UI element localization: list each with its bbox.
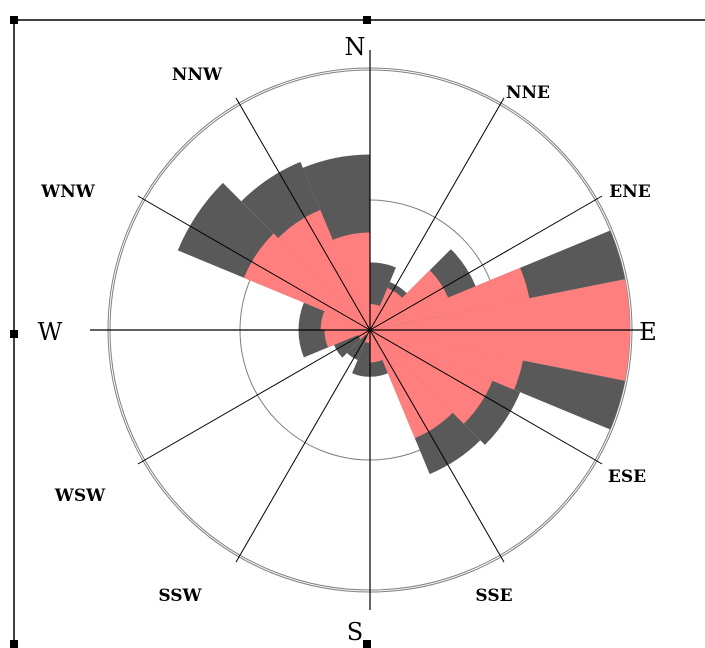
series-1-sector-8 bbox=[370, 330, 383, 363]
label-ene: ENE bbox=[609, 182, 650, 202]
spoke-WSW bbox=[137, 329, 371, 465]
label-wnw: WNW bbox=[40, 182, 96, 202]
spoke-SSE bbox=[369, 329, 505, 563]
label-ese: ESE bbox=[608, 467, 646, 487]
chart-frame bbox=[10, 16, 705, 648]
series-1-sector-15 bbox=[278, 209, 370, 330]
label-ssw: SSW bbox=[158, 586, 202, 606]
spoke-SSW bbox=[235, 329, 371, 563]
series-1-sector-1 bbox=[370, 288, 403, 330]
spoke-WNW bbox=[137, 195, 371, 331]
label-wsw: WSW bbox=[54, 486, 106, 506]
series-1-sector-14 bbox=[243, 233, 370, 330]
spoke-NNW bbox=[235, 97, 371, 331]
label-n: N bbox=[345, 33, 366, 61]
series-0-sector-10 bbox=[347, 330, 370, 360]
series-1-sector-5 bbox=[370, 330, 523, 390]
label-sse: SSE bbox=[475, 586, 512, 606]
series-1-sector-13 bbox=[320, 311, 370, 330]
series-1-sector-12 bbox=[324, 330, 370, 348]
label-s: S bbox=[347, 618, 363, 646]
spoke-NNE bbox=[369, 97, 505, 331]
series-1-sector-7 bbox=[370, 330, 453, 439]
series-1-sector-6 bbox=[370, 330, 493, 424]
direction-labels: N NNE ENE E ESE SSE S SSW WSW W WNW NNW bbox=[38, 33, 657, 646]
spoke-ESE bbox=[369, 329, 603, 465]
label-nne: NNE bbox=[506, 83, 550, 103]
spoke-ENE bbox=[369, 195, 603, 331]
series-1-sector-0 bbox=[370, 304, 380, 330]
series-1-sector-2 bbox=[370, 270, 449, 330]
chart-sectors bbox=[177, 154, 630, 475]
series-1-sector-3 bbox=[370, 267, 530, 330]
chart-axes bbox=[90, 50, 650, 610]
label-w: W bbox=[38, 318, 63, 346]
series-1-sector-9 bbox=[365, 330, 370, 343]
series-1-sector-16 bbox=[332, 232, 370, 330]
label-e: E bbox=[639, 318, 657, 346]
label-nnw: NNW bbox=[172, 65, 223, 85]
